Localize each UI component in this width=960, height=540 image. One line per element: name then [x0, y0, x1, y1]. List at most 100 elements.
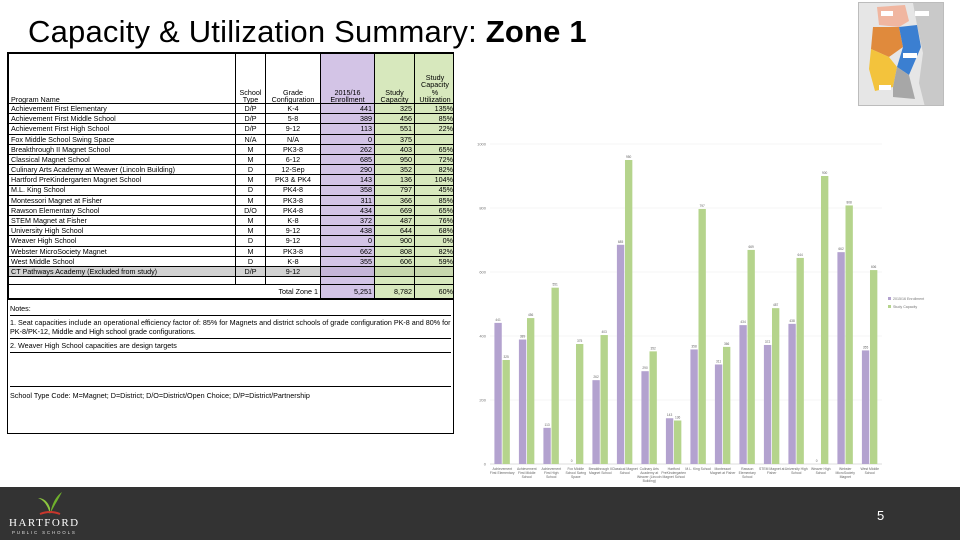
cell-capacity: 456	[374, 113, 415, 125]
data-label: 662	[838, 247, 844, 251]
cell-type: D	[235, 164, 266, 176]
table-row-spacer	[8, 276, 453, 286]
cell-program: Achievement First Elementary	[8, 102, 236, 115]
data-label: 352	[651, 346, 657, 350]
cell-enrollment: 662	[320, 245, 375, 257]
data-label: 685	[618, 240, 624, 244]
table-row-total: Total Zone 1 5,251 8,782 60%	[8, 284, 453, 300]
cell-program: CT Pathways Academy (Excluded from study…	[8, 265, 236, 278]
cell-enrollment: 355	[320, 255, 375, 268]
cell-enrollment: 358	[320, 184, 375, 196]
data-label: 950	[626, 155, 632, 159]
table-row: Weaver High School D 9-12 0 900 0%	[8, 235, 453, 247]
cell-enrollment: 438	[320, 225, 375, 237]
legend-label: Study Capacity	[893, 305, 917, 309]
x-tick-label: Hartford PreKindergarten Magnet School	[661, 467, 686, 479]
cell-empty	[414, 276, 453, 286]
cell-type: M	[235, 143, 266, 155]
bar	[690, 349, 698, 464]
data-label: 375	[577, 339, 583, 343]
cell-capacity: 375	[374, 133, 415, 145]
cell-utilization: 68%	[414, 225, 453, 237]
bar	[869, 270, 878, 464]
bar	[600, 335, 608, 464]
bar	[616, 244, 625, 464]
map-river	[913, 3, 943, 105]
cell-total-utilization: 60%	[414, 284, 453, 300]
cell-utilization: 65%	[414, 204, 453, 217]
cell-utilization: 85%	[414, 194, 453, 206]
cell-type: M	[235, 245, 266, 257]
hartford-logo-icon	[38, 492, 62, 515]
bar	[771, 308, 780, 464]
y-tick-label: 0	[484, 462, 487, 467]
table-body: Achievement First Elementary D/P K-4 441 325…	[8, 102, 453, 300]
bar	[649, 351, 657, 464]
table-row: Hartford PreKindergarten Magnet School M P…	[8, 174, 453, 186]
cell-utilization: 82%	[414, 245, 453, 257]
data-label: 644	[798, 253, 804, 257]
data-label: 325	[504, 355, 510, 359]
header-enrollment: 2015/16 Enrollment	[320, 53, 375, 104]
legend-label: 2015/16 Enrollment	[893, 297, 924, 301]
data-label: 0	[571, 459, 573, 463]
table-row: Montessori Magnet at Fisher M PK3-8 311 366 8…	[8, 194, 453, 206]
cell-grade: PK3 & PK4	[265, 174, 321, 186]
y-tick-label: 200	[479, 398, 486, 403]
cell-utilization	[414, 133, 453, 145]
map-zone-west	[871, 27, 903, 57]
header-program: Program Name	[8, 53, 236, 104]
cell-empty	[320, 276, 375, 286]
bar	[861, 350, 870, 464]
cell-program: Achievement First High School	[8, 123, 236, 135]
cell-capacity: 808	[374, 245, 415, 257]
data-label: 358	[691, 344, 697, 348]
x-tick-label: Classical Magnet School	[612, 467, 638, 475]
data-label: 487	[773, 303, 779, 307]
x-tick-label: Webster MicroSociety Magnet	[836, 467, 856, 479]
data-label: 0	[816, 459, 818, 463]
bar	[788, 323, 796, 464]
cell-enrollment: 0	[320, 235, 375, 247]
cell-capacity	[374, 265, 415, 278]
x-tick-label: West Middle School	[860, 467, 879, 475]
logo-leaf-right	[50, 492, 62, 514]
cell-program: Breakthrough II Magnet School	[8, 143, 236, 155]
map-zone-southeast	[893, 67, 915, 99]
bar	[518, 339, 527, 464]
cell-capacity: 669	[374, 204, 415, 217]
cell-empty	[235, 276, 266, 286]
logo-leaf-left	[38, 498, 50, 514]
bar	[526, 318, 535, 464]
table-row: STEM Magnet at Fisher M K-8 372 487 76%	[8, 215, 453, 227]
cell-total-label: Total Zone 1	[8, 284, 321, 300]
cell-grade: K-8	[265, 255, 321, 268]
data-label: 311	[716, 359, 721, 363]
cell-program: M.L. King School	[8, 184, 236, 196]
bar	[796, 257, 804, 464]
cell-enrollment: 685	[320, 153, 375, 166]
cell-grade: PK3-8	[265, 194, 321, 206]
data-label: 434	[740, 320, 746, 324]
cell-capacity: 136	[374, 174, 415, 186]
cell-empty	[374, 276, 415, 286]
cell-enrollment	[320, 265, 375, 278]
cell-enrollment: 143	[320, 174, 375, 186]
data-label: 456	[528, 313, 534, 317]
cell-type: M	[235, 215, 266, 227]
bar	[543, 427, 551, 464]
cell-total-enrollment: 5,251	[320, 284, 375, 300]
header-school-type: School Type	[235, 53, 266, 104]
cell-utilization: 135%	[414, 102, 453, 115]
cell-type: D/P	[235, 265, 266, 278]
cell-program: Montessori Magnet at Fisher	[8, 194, 236, 206]
table-row: M.L. King School D PK4-8 358 797 45%	[8, 184, 453, 196]
x-tick-label: Achievement First Elementary	[490, 467, 515, 475]
data-label: 366	[724, 342, 730, 346]
cell-utilization: 104%	[414, 174, 453, 186]
bar	[673, 420, 682, 464]
bar	[845, 205, 853, 464]
cell-enrollment: 434	[320, 204, 375, 217]
data-label: 262	[593, 375, 599, 379]
cell-capacity: 366	[374, 194, 415, 206]
